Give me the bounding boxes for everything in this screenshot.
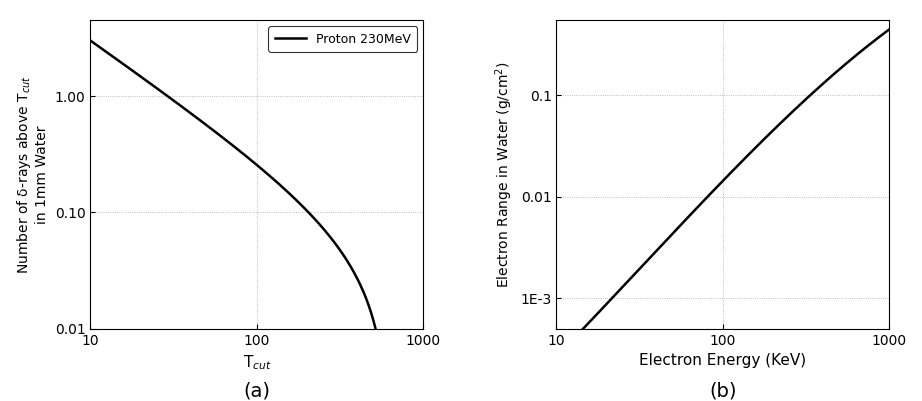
- Proton 230MeV: [219, 137, 230, 142]
- Proton 230MeV: [85, 38, 96, 43]
- Line: Proton 230MeV: Proton 230MeV: [90, 41, 389, 401]
- Proton 230MeV: [261, 170, 272, 175]
- Proton 230MeV: [310, 217, 321, 222]
- X-axis label: T$_{cut}$: T$_{cut}$: [242, 353, 271, 372]
- Text: (a): (a): [243, 381, 270, 400]
- X-axis label: Electron Energy (KeV): Electron Energy (KeV): [639, 353, 807, 368]
- Proton 230MeV: [137, 76, 148, 81]
- Legend: Proton 230MeV: Proton 230MeV: [268, 26, 417, 52]
- Text: (b): (b): [709, 381, 737, 400]
- Y-axis label: Electron Range in Water (g/cm$^2$): Electron Range in Water (g/cm$^2$): [493, 61, 514, 288]
- Y-axis label: Number of δ-rays above T$_{cut}$
in 1mm Water: Number of δ-rays above T$_{cut}$ in 1mm …: [15, 75, 49, 274]
- Proton 230MeV: [284, 191, 295, 196]
- Proton 230MeV: [161, 93, 172, 98]
